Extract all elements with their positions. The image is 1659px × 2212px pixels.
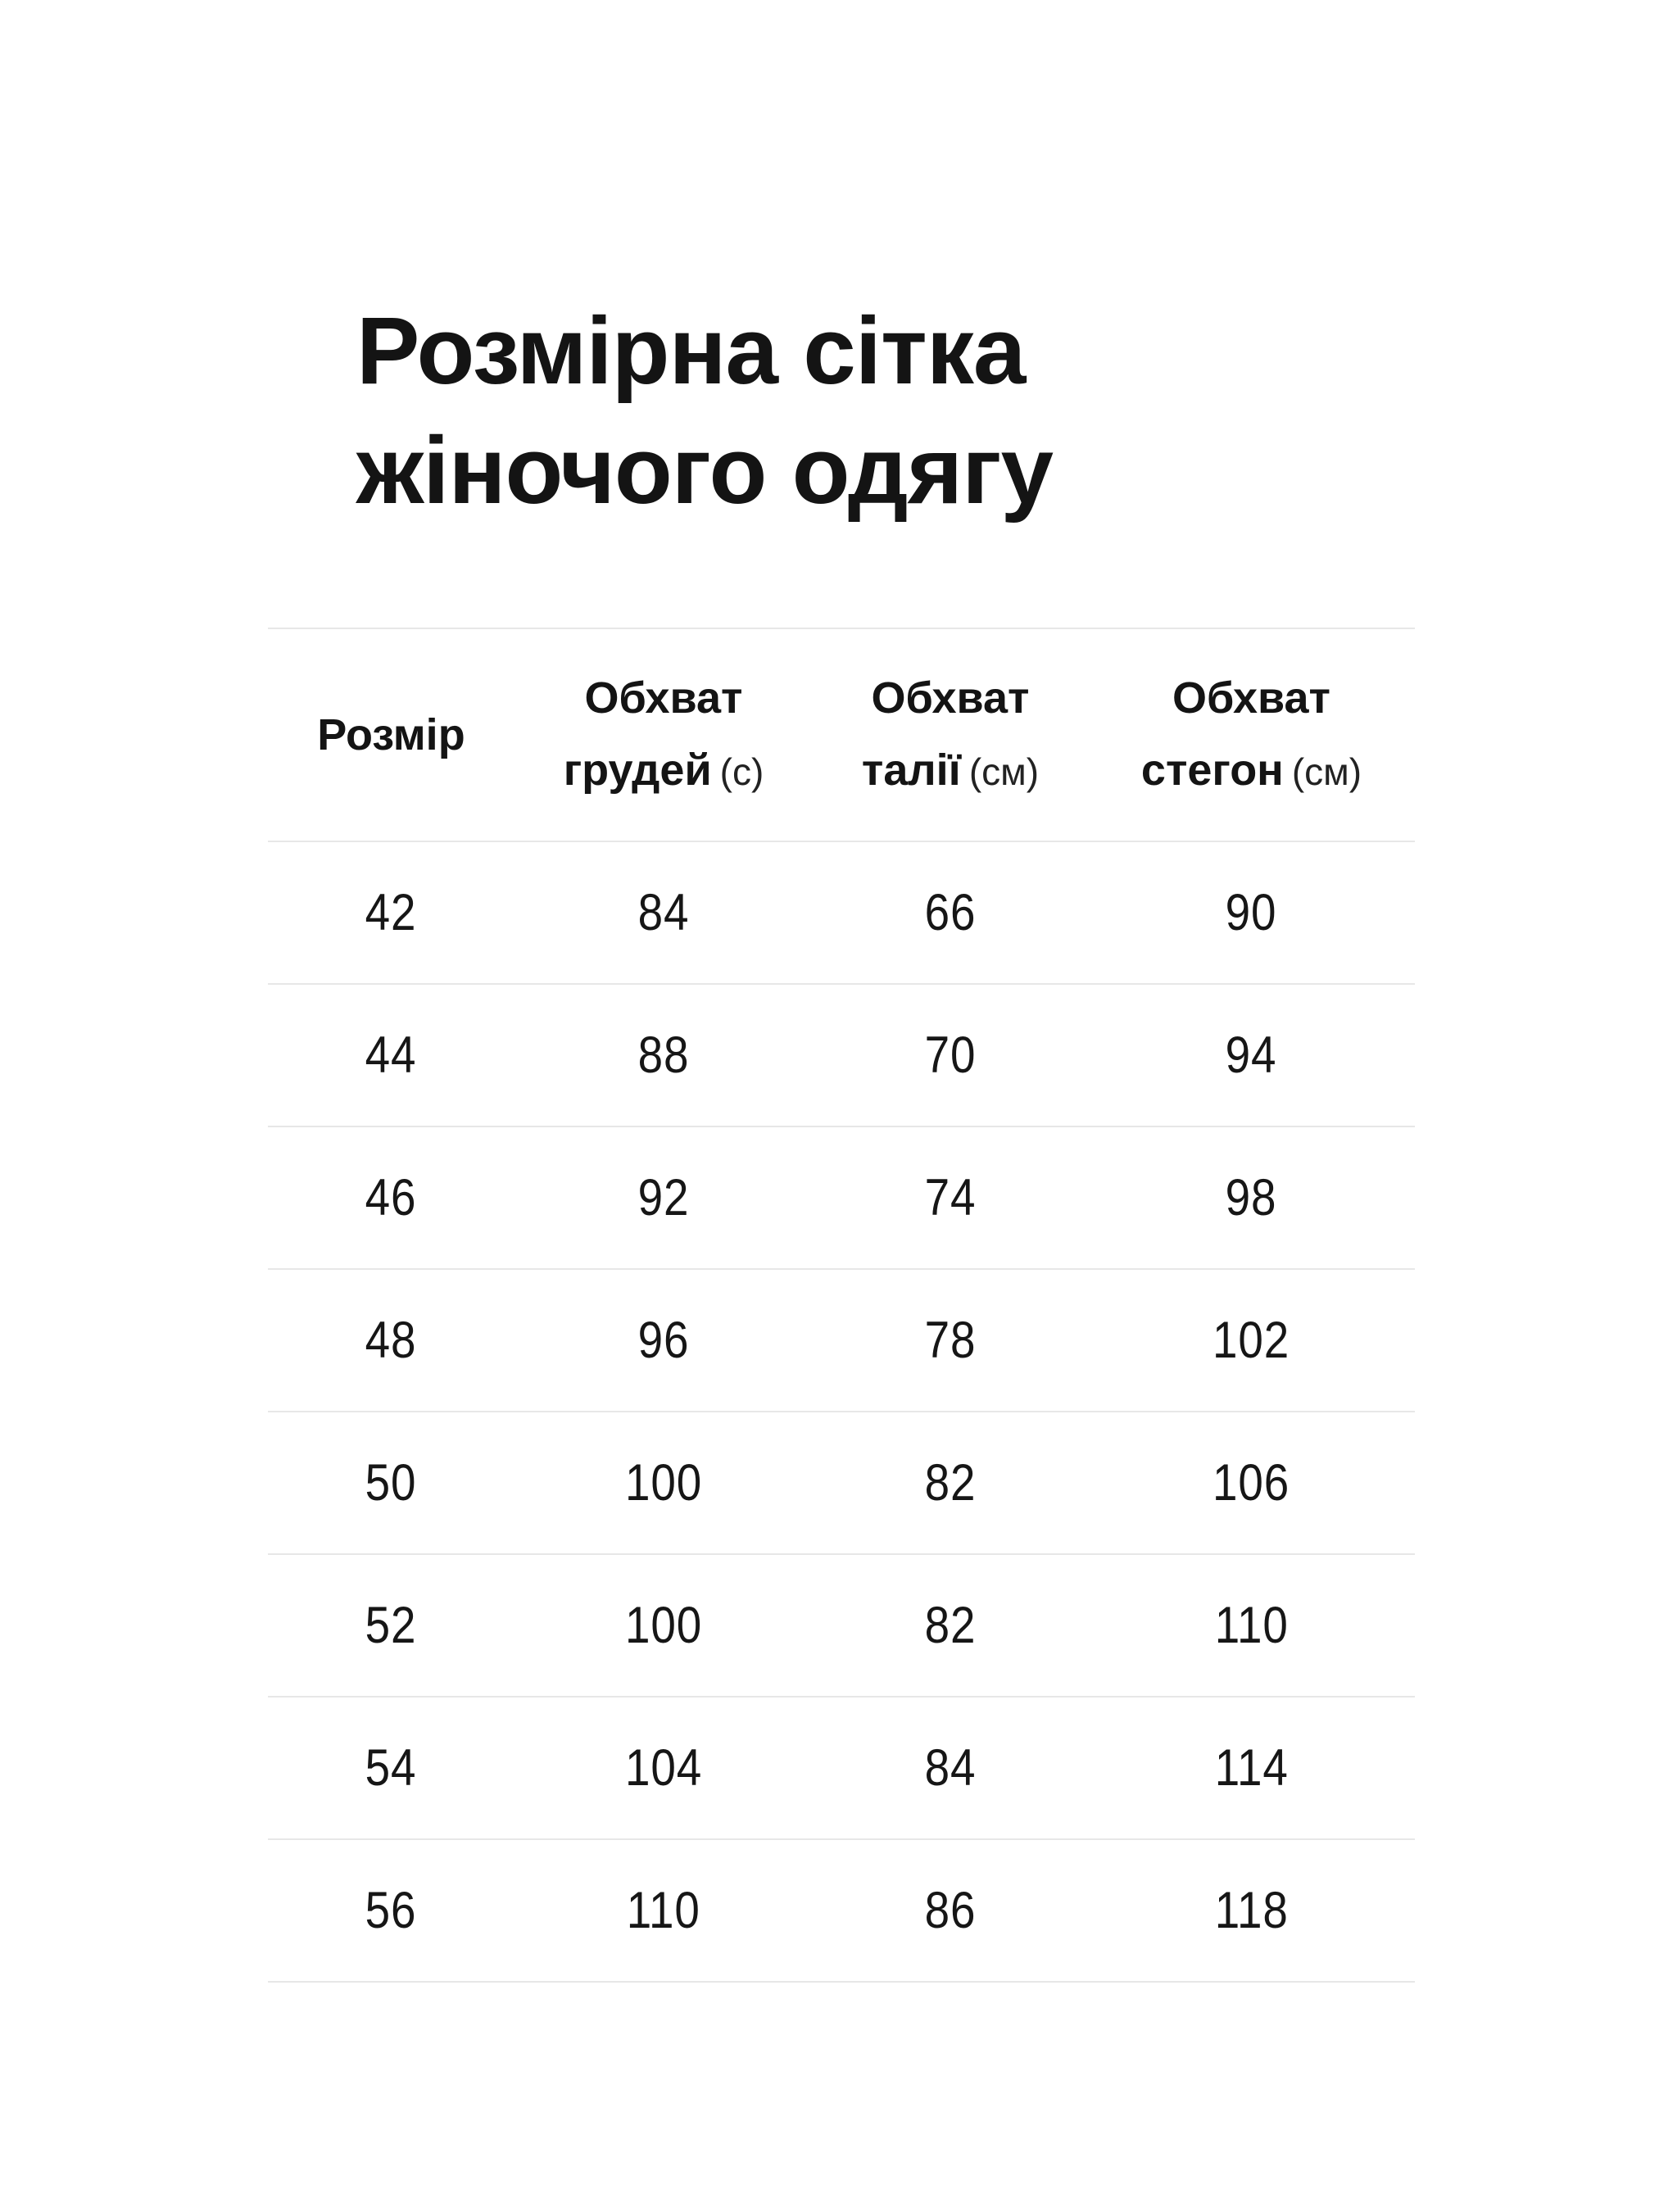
waist-cell: 74	[924, 1169, 977, 1226]
hips-cell: 114	[1214, 1739, 1289, 1797]
table-row: 52 100 82 110	[268, 1555, 1415, 1698]
waist-cell: 78	[924, 1312, 977, 1369]
size-cell: 52	[365, 1597, 417, 1654]
column-header-size-label: Розмір	[317, 710, 465, 759]
table-row: 44 88 70 94	[268, 985, 1415, 1127]
page-title-line-2: жіночого одягу	[356, 417, 1054, 524]
size-table: Розмір Обхват грудей (с) Обхват талії (см)…	[268, 628, 1415, 1983]
table-row: 50 100 82 106	[268, 1412, 1415, 1555]
table-row: 54 104 84 114	[268, 1698, 1415, 1840]
hips-cell: 90	[1226, 884, 1277, 941]
table-row: 42 84 66 90	[268, 842, 1415, 985]
size-cell: 44	[365, 1027, 417, 1084]
size-cell: 54	[365, 1739, 417, 1797]
table-row: 56 110 86 118	[268, 1840, 1415, 1983]
waist-cell: 84	[924, 1739, 977, 1797]
hips-cell: 106	[1213, 1454, 1290, 1512]
waist-cell: 86	[924, 1882, 977, 1939]
size-cell: 56	[365, 1882, 417, 1939]
column-header-waist-line1: Обхват	[871, 673, 1030, 723]
column-header-waist-line2: талії (см)	[861, 746, 1040, 795]
chest-cell: 110	[627, 1882, 700, 1939]
waist-cell: 66	[924, 884, 977, 941]
table-row: 46 92 74 98	[268, 1127, 1415, 1270]
hips-cell: 118	[1214, 1882, 1289, 1939]
size-cell: 42	[365, 884, 417, 941]
chest-cell: 84	[637, 884, 690, 941]
chest-cell: 92	[637, 1169, 690, 1226]
page-title-line-1: Розмірна сітка	[356, 297, 1026, 404]
chest-cell: 96	[637, 1312, 690, 1369]
chest-cell: 104	[624, 1739, 703, 1797]
size-cell: 48	[365, 1312, 417, 1369]
column-header-hips: Обхват стегон (см)	[1141, 662, 1362, 808]
hips-cell: 102	[1213, 1312, 1290, 1369]
chest-cell: 100	[624, 1454, 703, 1512]
hips-cell: 110	[1214, 1597, 1289, 1654]
hips-cell: 94	[1226, 1027, 1277, 1084]
column-header-chest-line1: Обхват	[584, 673, 743, 723]
waist-cell: 82	[924, 1454, 977, 1512]
column-header-hips-line1: Обхват	[1172, 673, 1330, 723]
column-header-size: Розмір	[317, 699, 465, 771]
page-title: Розмірна сітка жіночого одягу	[356, 291, 1054, 530]
column-header-hips-line2: стегон (см)	[1140, 746, 1362, 795]
column-header-chest: Обхват грудей (с)	[564, 662, 764, 808]
chest-unit: (с)	[719, 750, 764, 793]
table-row: 48 96 78 102	[268, 1270, 1415, 1412]
column-header-waist: Обхват талії (см)	[862, 662, 1039, 808]
chest-cell: 100	[624, 1597, 703, 1654]
hips-unit: (см)	[1291, 750, 1362, 793]
waist-unit: (см)	[968, 750, 1040, 793]
hips-cell: 98	[1226, 1169, 1277, 1226]
chest-cell: 88	[637, 1027, 690, 1084]
size-cell: 46	[365, 1169, 417, 1226]
size-cell: 50	[365, 1454, 417, 1512]
waist-cell: 82	[924, 1597, 977, 1654]
waist-cell: 70	[924, 1027, 977, 1084]
column-header-chest-line2: грудей (с)	[563, 746, 764, 795]
table-header-row: Розмір Обхват грудей (с) Обхват талії (см)…	[268, 629, 1415, 842]
